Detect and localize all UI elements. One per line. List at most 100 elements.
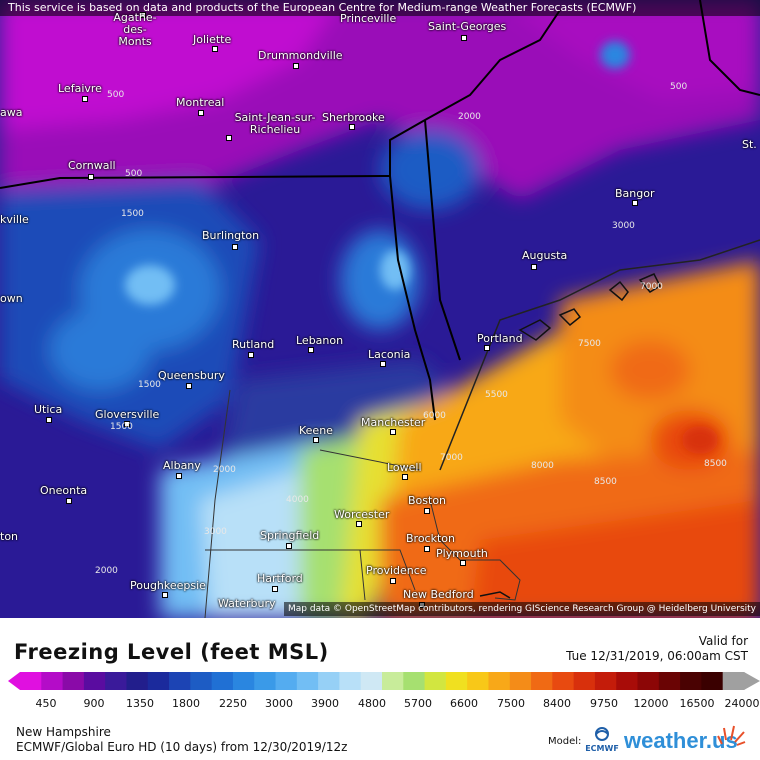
city-marker bbox=[349, 124, 355, 130]
city-marker bbox=[424, 546, 430, 552]
ecmwf-logo[interactable]: ECMWF bbox=[582, 726, 622, 758]
city-marker bbox=[198, 110, 204, 116]
city-label: Springfield bbox=[260, 529, 320, 542]
colorbar-tick-label: 12000 bbox=[633, 697, 669, 710]
colorbar-swatch bbox=[531, 672, 553, 690]
colorbar-tick-label: 9750 bbox=[590, 697, 618, 710]
city-label: Boston bbox=[408, 494, 447, 507]
colorbar-swatch bbox=[169, 672, 191, 690]
colorbar-swatch bbox=[190, 672, 213, 690]
colorbar-swatch bbox=[232, 672, 255, 690]
city-label: Drummondville bbox=[258, 49, 343, 62]
contour-label: 8500 bbox=[704, 459, 727, 469]
weather-us-logo[interactable]: weather.us bbox=[624, 728, 738, 753]
city-label: own bbox=[0, 292, 23, 305]
city-marker bbox=[293, 63, 299, 69]
city-label: Gloversville bbox=[95, 408, 160, 421]
city-label: Augusta bbox=[522, 249, 568, 262]
city-marker bbox=[461, 35, 467, 41]
city-marker bbox=[186, 383, 192, 389]
city-label: Sherbrooke bbox=[322, 111, 385, 124]
city-label: awa bbox=[0, 106, 23, 119]
city-marker bbox=[46, 417, 52, 423]
region-name: New Hampshire bbox=[16, 725, 111, 739]
city-label: Providence bbox=[366, 564, 427, 577]
city-marker bbox=[632, 200, 638, 206]
city-marker bbox=[308, 347, 314, 353]
colorbar-tick-label: 24000 bbox=[724, 697, 760, 710]
city-label: St. bbox=[742, 138, 757, 151]
colorbar-swatch bbox=[658, 672, 681, 690]
contour-label: 500 bbox=[670, 82, 688, 92]
city-marker bbox=[88, 174, 94, 180]
colorbar-swatch bbox=[254, 672, 277, 690]
contour-label: 2000 bbox=[213, 465, 236, 475]
city-label: Queensbury bbox=[158, 369, 225, 382]
city-label: Princeville bbox=[340, 12, 397, 25]
colorbar-tick-label: 1800 bbox=[172, 697, 200, 710]
model-run: ECMWF/Global Euro HD (10 days) from 12/3… bbox=[16, 740, 348, 754]
map-canvas bbox=[0, 0, 760, 618]
city-marker bbox=[140, 12, 146, 18]
colorbar-swatch bbox=[637, 672, 660, 690]
colorbar-swatch bbox=[552, 672, 575, 690]
contour-label: 4000 bbox=[286, 495, 309, 505]
colorbar-swatch bbox=[147, 672, 170, 690]
city-marker bbox=[212, 46, 218, 52]
city-label: Oneonta bbox=[40, 484, 88, 497]
city-label: Hartford bbox=[257, 572, 303, 585]
city-label: Worcester bbox=[334, 508, 390, 521]
colorbar-swatch bbox=[62, 672, 85, 690]
valid-label: Valid for bbox=[698, 634, 748, 648]
city-marker bbox=[313, 437, 319, 443]
city-label: Waterbury bbox=[218, 597, 276, 610]
city-label: Lebanon bbox=[296, 334, 344, 347]
city-label: Plymouth bbox=[436, 547, 488, 560]
colorbar-swatch bbox=[424, 672, 447, 690]
city-marker bbox=[124, 421, 130, 427]
contour-label: 6000 bbox=[423, 411, 446, 421]
colorbar-swatch bbox=[20, 672, 42, 690]
city-label: Agathe-des-Monts bbox=[113, 11, 157, 48]
colorbar-tick-label: 450 bbox=[35, 697, 57, 710]
colorbar-swatch bbox=[722, 672, 745, 690]
city-label: Joliette bbox=[193, 33, 232, 46]
legend-title: Freezing Level (feet MSL) bbox=[14, 640, 329, 664]
colorbar-swatch bbox=[445, 672, 468, 690]
city-marker bbox=[248, 352, 254, 358]
city-marker bbox=[484, 345, 490, 351]
model-label: Model: bbox=[548, 736, 582, 747]
colorbar-tick-label: 900 bbox=[83, 697, 105, 710]
city-marker bbox=[380, 361, 386, 367]
colorbar-tick-label: 3000 bbox=[265, 697, 293, 710]
ecmwf-attribution: This service is based on data and produc… bbox=[0, 0, 760, 16]
contour-label: 7000 bbox=[440, 453, 463, 463]
colorbar-swatch bbox=[701, 672, 724, 690]
city-label: Burlington bbox=[202, 229, 260, 242]
city-marker bbox=[162, 592, 168, 598]
city-label: Albany bbox=[163, 459, 201, 472]
colorbar-tick-label: 6600 bbox=[450, 697, 478, 710]
contour-label: 5500 bbox=[485, 390, 508, 400]
colorbar-tick-label: 2250 bbox=[219, 697, 247, 710]
colorbar-swatch bbox=[403, 672, 426, 690]
city-label: Portland bbox=[477, 332, 523, 345]
city-label: Bangor bbox=[615, 187, 655, 200]
colorbar-swatch bbox=[594, 672, 617, 690]
colorbar-swatch bbox=[573, 672, 596, 690]
color-scale-bar bbox=[8, 672, 760, 690]
contour-label: 3000 bbox=[612, 221, 635, 231]
freezing-level-map[interactable]: This service is based on data and produc… bbox=[0, 0, 760, 618]
contour-label: 3000 bbox=[204, 527, 227, 537]
city-marker bbox=[232, 244, 238, 250]
contour-label: 7000 bbox=[640, 282, 663, 292]
colorbar-tick-label: 4800 bbox=[358, 697, 386, 710]
city-label: kville bbox=[0, 213, 29, 226]
ecmwf-logo-icon: ECMWF bbox=[585, 727, 619, 753]
city-label: Utica bbox=[34, 403, 63, 416]
city-label: Cornwall bbox=[68, 159, 116, 172]
colorbar-tick-label: 8400 bbox=[543, 697, 571, 710]
contour-label: 8500 bbox=[594, 477, 617, 487]
colorbar-swatch bbox=[105, 672, 127, 690]
city-marker bbox=[424, 508, 430, 514]
